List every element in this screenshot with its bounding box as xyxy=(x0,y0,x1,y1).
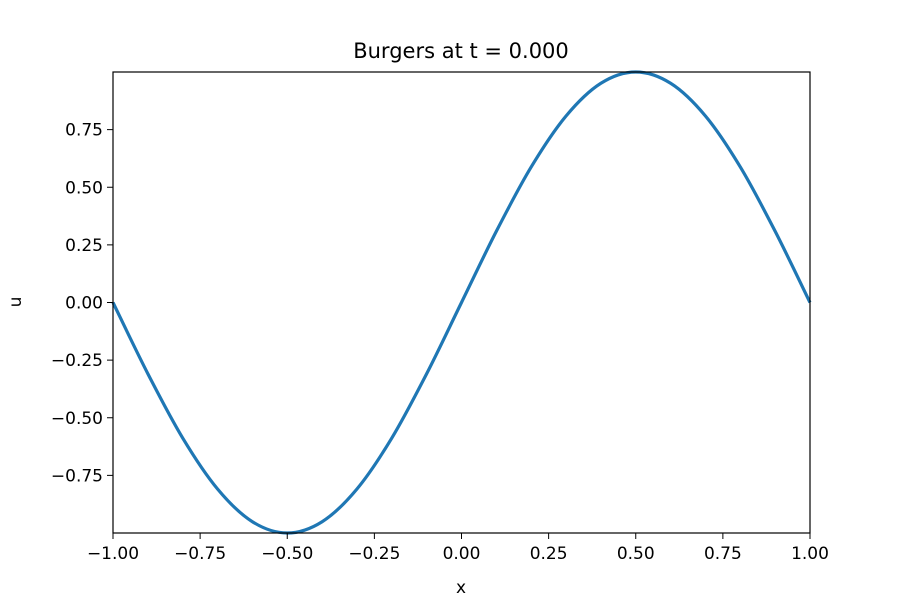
y-tick-label: −0.75 xyxy=(51,466,103,486)
y-axis-label: u xyxy=(6,297,26,308)
y-tick-label: 0.25 xyxy=(65,236,103,256)
y-tick-label: 0.50 xyxy=(65,178,103,198)
y-tick-label: −0.25 xyxy=(51,351,103,371)
x-tick-label: 1.00 xyxy=(791,544,829,564)
x-tick-label: −0.50 xyxy=(261,544,313,564)
x-tick-label: 0.75 xyxy=(704,544,742,564)
x-tick-label: −1.00 xyxy=(87,544,139,564)
y-tick-label: 0.75 xyxy=(65,121,103,141)
y-tick-label: 0.00 xyxy=(65,294,103,314)
x-tick-label: −0.25 xyxy=(348,544,400,564)
x-axis-label: x xyxy=(456,578,466,598)
series-line xyxy=(111,70,812,535)
chart-title: Burgers at t = 0.000 xyxy=(353,39,569,63)
x-tick-label: 0.25 xyxy=(530,544,568,564)
x-tick-label: −0.75 xyxy=(174,544,226,564)
y-tick-label: −0.50 xyxy=(51,409,103,429)
axes-frame xyxy=(112,71,811,534)
plot-area xyxy=(111,70,812,535)
axis-ticks: −1.00 −0.75 −0.50 −0.25 0.00 0.25 0.50 0.75 1.00… xyxy=(51,121,829,564)
x-tick-label: 0.50 xyxy=(617,544,655,564)
x-tick-label: 0.00 xyxy=(443,544,481,564)
